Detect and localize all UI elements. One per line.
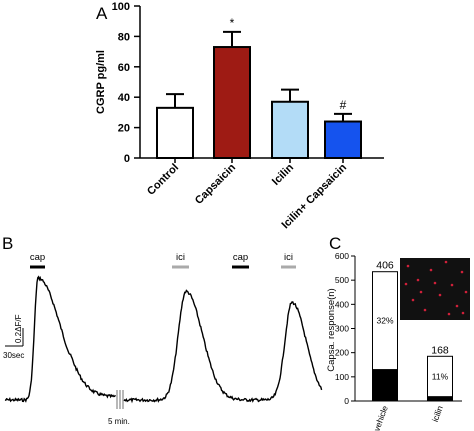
panel-c-responder-bar xyxy=(427,396,453,402)
panel-c-y-tick-label: 0 xyxy=(344,396,349,406)
panel-c-label: C xyxy=(329,234,341,253)
panel-c-responder-bar xyxy=(372,369,398,402)
stimulus-label: cap xyxy=(30,252,45,263)
panel-c-y-tick-label: 300 xyxy=(335,324,349,334)
panel-a-y-tick-label: 100 xyxy=(112,1,130,13)
inset-cell-dot xyxy=(406,264,410,268)
inset-cell-dot xyxy=(438,293,442,297)
panel-c-y-tick-label: 100 xyxy=(335,372,349,382)
fluorescence-image-inset xyxy=(400,258,470,320)
panel-c-percent-label: 11% xyxy=(432,371,449,381)
panel-c-category-label: vehicle xyxy=(371,404,390,431)
inset-cell-dot xyxy=(460,270,464,274)
panel-a-category-label: Icilin xyxy=(270,161,296,187)
panel-a-significance-mark: # xyxy=(340,98,347,112)
panel-a-category-label: Capsaicin xyxy=(193,161,238,206)
panel-c-y-tick-label: 500 xyxy=(335,275,349,285)
inset-cell-dot xyxy=(444,260,448,264)
panel-a-significance-mark: * xyxy=(230,16,235,30)
panel-c-total-label: 168 xyxy=(431,344,449,356)
panel-c-y-tick-label: 400 xyxy=(335,299,349,309)
panel-a-y-tick-label: 20 xyxy=(118,123,130,135)
calcium-trace-segment-2 xyxy=(123,289,323,404)
inset-cell-dot xyxy=(455,304,459,308)
panel-a-y-tick-label: 40 xyxy=(118,92,130,104)
stimulus-label: ici xyxy=(284,252,293,263)
panel-c-y-tick-label: 600 xyxy=(335,251,349,261)
panel-a-y-axis-label: CGRP pg/ml xyxy=(95,50,107,114)
panel-a-category-label: Control xyxy=(145,162,181,198)
panel-c-category-label: icilin xyxy=(430,404,445,423)
panel-c-y-axis-label: Capsa. response(n) xyxy=(326,288,337,371)
panel-a-chart: A CGRP pg/ml 0 20 40 60 80 100 Control * Capsai… xyxy=(95,1,384,231)
panel-a-y-tick-label: 0 xyxy=(124,153,130,165)
panel-a-bar xyxy=(156,106,194,159)
inset-cell-dot xyxy=(416,278,420,282)
panel-c-chart: C Capsa. response(n) 0 100 200 300 400 500 600… xyxy=(326,234,470,431)
inset-cell-dot xyxy=(433,281,437,285)
inset-cell-dot xyxy=(411,298,415,302)
panel-a-bar xyxy=(213,46,251,159)
inset-cell-dot xyxy=(404,282,408,286)
inset-cell-dot xyxy=(464,290,468,294)
stimulus-label: cap xyxy=(233,252,248,263)
panel-c-percent-label: 32% xyxy=(376,316,393,326)
calcium-trace-segment-1 xyxy=(4,275,116,403)
inset-cell-dot xyxy=(423,308,427,312)
panel-a-bar xyxy=(324,120,362,159)
panel-c-total-bar xyxy=(427,355,453,402)
panel-a-label: A xyxy=(96,4,108,23)
time-break-marker xyxy=(116,390,124,409)
panel-b-trace: B cap ici cap ici 0.2ΔF/F 30sec 5 min. xyxy=(2,234,323,426)
panel-b-label: B xyxy=(2,234,13,253)
inset-cell-dot xyxy=(461,311,465,315)
panel-c-y-tick-label: 200 xyxy=(335,348,349,358)
inset-cell-dot xyxy=(450,283,454,287)
panel-a-y-tick-label: 60 xyxy=(118,62,130,74)
gap-duration-label: 5 min. xyxy=(108,417,130,426)
inset-cell-dot xyxy=(419,290,423,294)
inset-cell-dot xyxy=(429,268,433,272)
scale-bar-x-label: 30sec xyxy=(3,351,24,360)
panel-c-total-label: 406 xyxy=(376,260,394,272)
panel-a-bar xyxy=(271,100,309,160)
panel-a-y-tick-label: 80 xyxy=(118,31,130,43)
stimulus-label: ici xyxy=(176,252,185,263)
inset-cell-dot xyxy=(447,312,451,316)
scale-bar-y-label: 0.2ΔF/F xyxy=(14,314,23,343)
